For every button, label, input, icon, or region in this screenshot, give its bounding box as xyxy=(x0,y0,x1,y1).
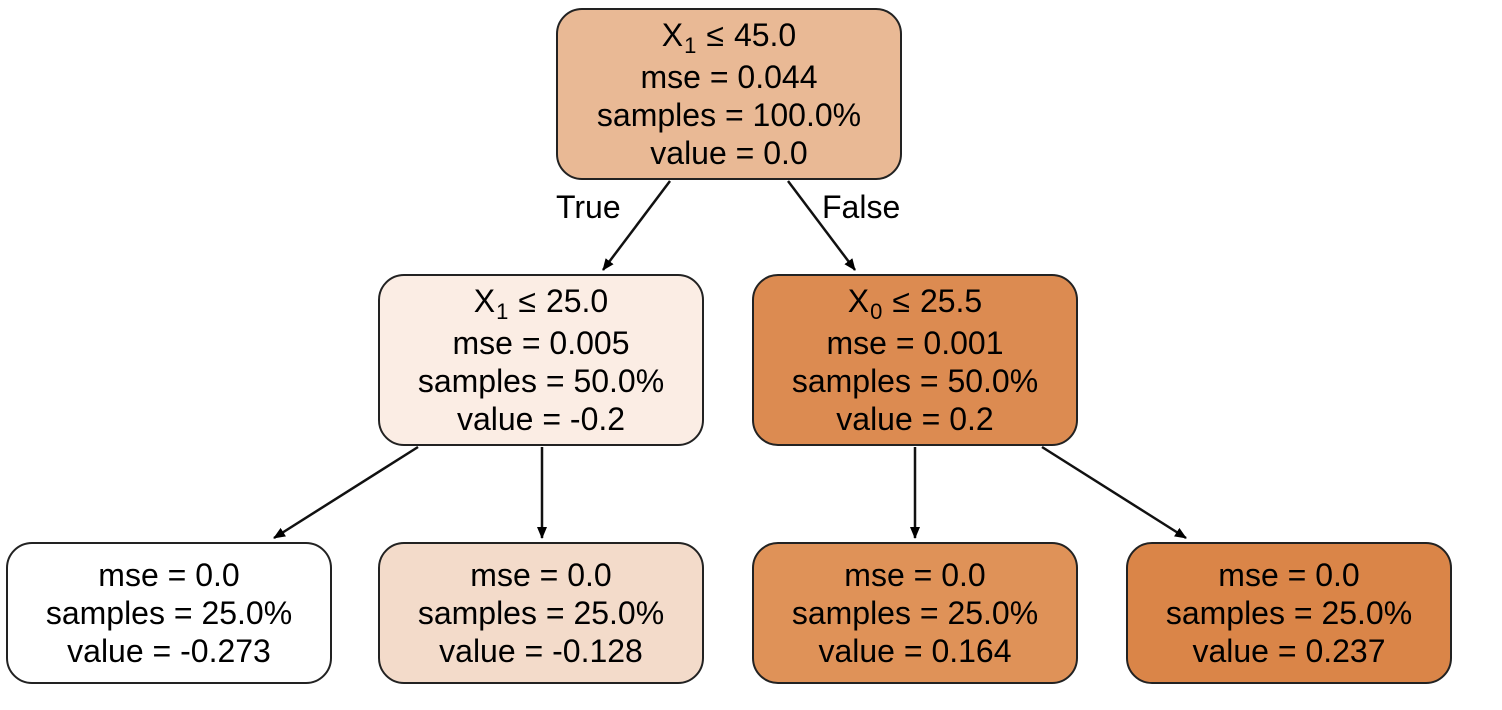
node-mse: mse = 0.0 xyxy=(470,557,612,593)
node-value: value = -0.128 xyxy=(439,633,643,669)
feature-name: X xyxy=(847,283,870,319)
node-mse: mse = 0.044 xyxy=(640,59,818,95)
node-value: value = -0.2 xyxy=(456,401,626,437)
split-operator: ≤ xyxy=(706,17,724,53)
split-condition: X0 ≤ 25.5 xyxy=(848,282,982,324)
node-mse: mse = 0.0 xyxy=(844,557,986,593)
edge-label-false: False xyxy=(822,189,901,225)
split-threshold: 25.0 xyxy=(545,283,609,319)
tree-node-right: X0 ≤ 25.5 mse = 0.001 samples = 50.0% va… xyxy=(752,274,1078,446)
node-samples: samples = 100.0% xyxy=(596,97,862,133)
tree-node-left: X1 ≤ 25.0 mse = 0.005 samples = 50.0% va… xyxy=(378,274,704,446)
feature-index: 1 xyxy=(684,33,697,58)
edge-1-3 xyxy=(273,445,419,540)
tree-leaf-3: mse = 0.0 samples = 25.0% value = 0.164 xyxy=(752,542,1078,684)
edge-0-2 xyxy=(787,180,856,271)
node-mse: mse = 0.005 xyxy=(452,325,630,361)
feature-index: 0 xyxy=(870,299,883,324)
tree-node-root: X1 ≤ 45.0 mse = 0.044 samples = 100.0% v… xyxy=(556,8,902,180)
tree-leaf-2: mse = 0.0 samples = 25.0% value = -0.128 xyxy=(378,542,704,684)
tree-leaf-4: mse = 0.0 samples = 25.0% value = 0.237 xyxy=(1126,542,1452,684)
feature-index: 1 xyxy=(496,299,509,324)
node-mse: mse = 0.001 xyxy=(826,325,1004,361)
split-condition: X1 ≤ 45.0 xyxy=(662,16,796,58)
edge-label-true: True xyxy=(556,189,621,225)
edge-0-1 xyxy=(602,180,671,271)
split-threshold: 25.5 xyxy=(919,283,983,319)
split-condition: X1 ≤ 25.0 xyxy=(474,282,608,324)
node-mse: mse = 0.0 xyxy=(1218,557,1360,593)
feature-name: X xyxy=(661,17,684,53)
split-threshold: 45.0 xyxy=(733,17,797,53)
node-samples: samples = 50.0% xyxy=(417,363,665,399)
node-samples: samples = 50.0% xyxy=(791,363,1039,399)
node-samples: samples = 25.0% xyxy=(417,595,665,631)
tree-leaf-1: mse = 0.0 samples = 25.0% value = -0.273 xyxy=(6,542,332,684)
feature-name: X xyxy=(473,283,496,319)
node-mse: mse = 0.0 xyxy=(98,557,240,593)
node-samples: samples = 25.0% xyxy=(791,595,1039,631)
node-value: value = 0.2 xyxy=(836,401,994,437)
node-value: value = 0.164 xyxy=(818,633,1012,669)
split-operator: ≤ xyxy=(892,283,910,319)
node-samples: samples = 25.0% xyxy=(45,595,293,631)
edge-2-6 xyxy=(1041,445,1187,540)
node-value: value = 0.237 xyxy=(1192,633,1386,669)
node-samples: samples = 25.0% xyxy=(1165,595,1413,631)
node-value: value = 0.0 xyxy=(650,135,808,171)
split-operator: ≤ xyxy=(518,283,536,319)
node-value: value = -0.273 xyxy=(67,633,271,669)
